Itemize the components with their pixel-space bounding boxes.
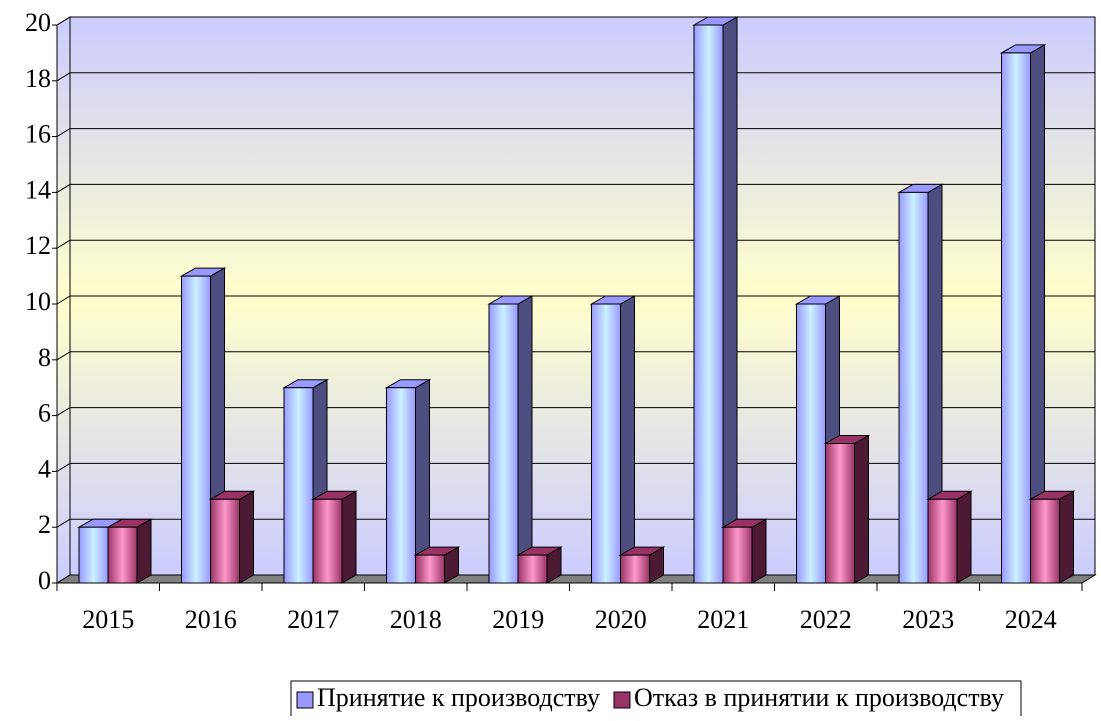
bar [898, 191, 929, 584]
grid-line [56, 183, 71, 193]
bar [312, 498, 343, 584]
grid-line [56, 72, 71, 82]
bar [927, 498, 958, 584]
grid-line [56, 295, 71, 305]
y-tick-label: 16 [25, 120, 51, 149]
legend-label: Отказ в принятии к производству [634, 683, 1004, 712]
y-tick-label: 0 [38, 566, 51, 595]
bar [796, 303, 826, 584]
bar [181, 275, 211, 584]
bar [722, 526, 753, 584]
bar [78, 526, 109, 584]
bar [488, 303, 519, 584]
y-tick-label: 6 [38, 399, 51, 428]
y-tick-label: 12 [25, 231, 51, 260]
bar [693, 24, 724, 584]
legend-swatch [296, 691, 314, 709]
legend-label: Принятие к производству [317, 683, 600, 712]
bar-side [239, 490, 254, 584]
grid-line [56, 128, 71, 138]
x-tick-label: 2015 [82, 605, 134, 634]
y-tick-label: 10 [25, 287, 51, 316]
bar [517, 554, 548, 584]
grid-line [56, 574, 71, 584]
bar-side [517, 295, 533, 584]
grid-line [56, 239, 71, 249]
bar-side [956, 490, 972, 584]
legend [290, 680, 1022, 721]
x-tick-label: 2020 [595, 605, 647, 634]
x-tick-label: 2021 [697, 605, 749, 634]
x-tick-label: 2024 [1005, 605, 1057, 634]
x-tick-label: 2023 [902, 605, 954, 634]
bar [210, 498, 240, 584]
bar [620, 554, 650, 584]
y-tick-label: 14 [25, 175, 51, 204]
y-tick-label: 8 [38, 343, 51, 372]
bar [386, 387, 416, 584]
bar [107, 526, 138, 584]
x-tick-label: 2017 [287, 605, 339, 634]
bar-side [620, 295, 635, 584]
x-tick-label: 2019 [492, 605, 544, 634]
x-tick-label: 2016 [185, 605, 237, 634]
y-tick-label: 18 [25, 64, 51, 93]
x-tick-label: 2022 [800, 605, 852, 634]
y-tick-label: 2 [38, 510, 51, 539]
grid-line [56, 16, 71, 26]
y-tick-label: 4 [38, 454, 51, 483]
bar [825, 443, 855, 584]
y-tick-label: 20 [25, 8, 51, 37]
legend-swatch [613, 691, 631, 709]
bar [1001, 52, 1031, 584]
bar-side [854, 434, 869, 584]
grid-line [56, 462, 71, 472]
bar-side [1059, 490, 1074, 584]
bar-side [722, 16, 738, 584]
x-tick-label: 2018 [390, 605, 442, 634]
grid-line [56, 351, 71, 361]
bar [415, 554, 445, 584]
bar-side [136, 518, 152, 584]
bar [283, 387, 314, 584]
grid-line [56, 407, 71, 417]
bar-side [341, 490, 357, 584]
grid-line [56, 518, 71, 528]
bar [591, 303, 621, 584]
bar [1030, 498, 1060, 584]
bar-side [751, 518, 767, 584]
